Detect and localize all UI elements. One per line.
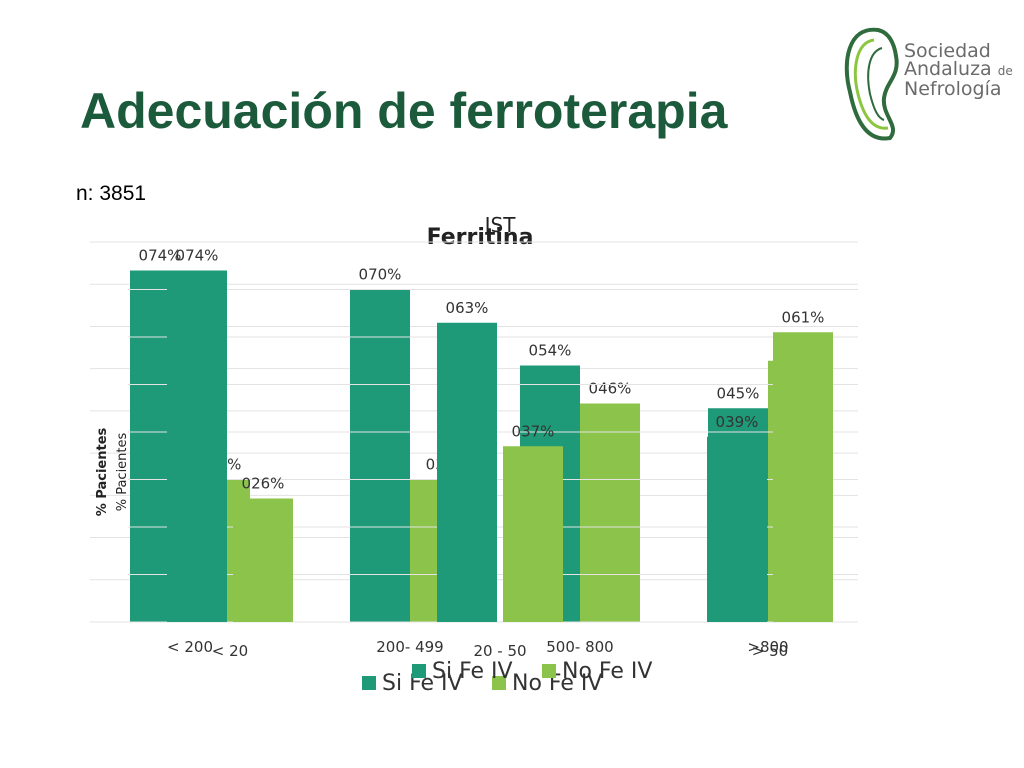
data-label: 054% — [529, 342, 572, 360]
legend-swatch — [412, 664, 426, 678]
bar-no-fe-iv-1 — [503, 446, 563, 622]
logo-line-1: Sociedad — [904, 40, 991, 62]
data-label: 046% — [589, 380, 632, 398]
category-tick-label: 500- 800 — [546, 638, 613, 656]
category-tick-label: < 20 — [212, 642, 248, 660]
legend-entry: No Fe IV — [512, 671, 602, 696]
category-tick-label: > 50 — [752, 642, 788, 660]
bar-si-fe-iv-1 — [437, 322, 497, 622]
bar-si-fe-iv-0 — [167, 270, 227, 622]
category-tick-label: 20 - 50 — [473, 642, 526, 660]
bar-no-fe-iv-2 — [580, 403, 640, 622]
chart-title: IST — [485, 213, 517, 237]
bar-no-fe-iv-0 — [233, 498, 293, 622]
sociedad-andaluza-nefrologia-logo: Sociedad Andaluza de Nefrología — [838, 22, 1018, 152]
logo-line-3: Nefrología — [904, 78, 1002, 100]
category-tick-label: < 200 — [167, 638, 213, 656]
data-label: 074% — [176, 247, 219, 265]
data-label: 063% — [446, 299, 489, 317]
data-label: 039% — [716, 413, 759, 431]
chart-1: IST % Pacientes 074% 026% < 20 063% 037% 20 - 5… — [115, 213, 858, 684]
sample-size-label: n: 3851 — [76, 182, 147, 205]
data-label: 045% — [717, 384, 760, 402]
legend-entry: No Fe IV — [562, 659, 652, 684]
legend-swatch — [542, 664, 556, 678]
legend-entry: Si Fe IV — [432, 659, 513, 684]
data-label: 070% — [359, 266, 402, 284]
logo-line-2: Andaluza — [904, 58, 992, 80]
legend-swatch — [492, 676, 506, 690]
data-label: 061% — [782, 308, 825, 326]
chart-title: Ferritina — [427, 225, 534, 250]
bar-no-fe-iv-2 — [773, 332, 833, 622]
bar-si-fe-iv-2 — [707, 436, 767, 622]
category-tick-label: >800 — [747, 638, 788, 656]
slide-title: Adecuación de ferroterapia — [80, 83, 728, 139]
category-tick-label: 200- 499 — [376, 638, 443, 656]
legend-swatch — [362, 676, 376, 690]
data-label: 037% — [512, 422, 555, 440]
y-axis-label: % Pacientes — [115, 432, 130, 511]
kidney-emblem-icon — [844, 27, 899, 141]
y-axis-label: % Pacientes — [95, 427, 110, 516]
bar-si-fe-iv-1 — [350, 289, 410, 622]
data-label: 026% — [242, 475, 285, 493]
logo-line-2-suffix: de — [997, 64, 1013, 78]
data-label: 074% — [139, 247, 182, 265]
